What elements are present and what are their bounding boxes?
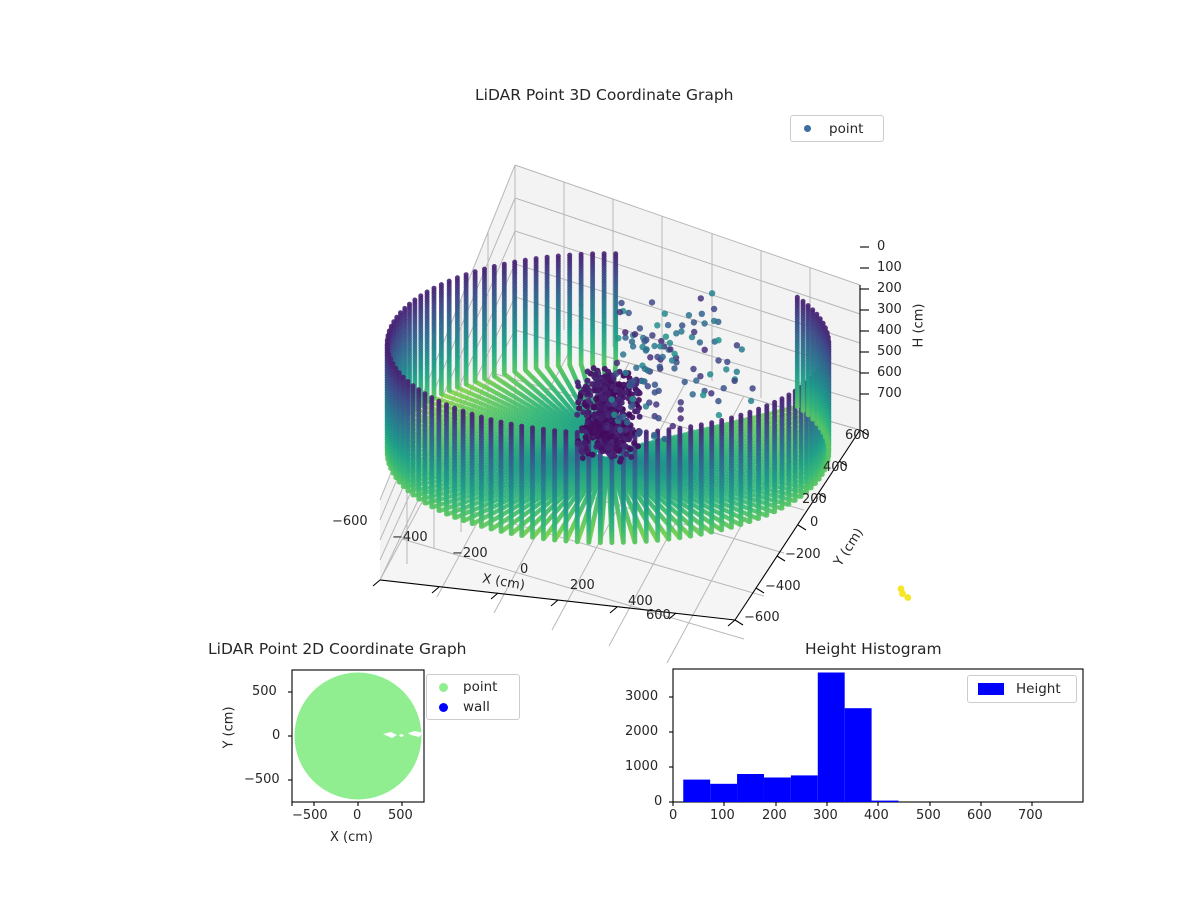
matplotlib-figure: LiDAR Point 3D Coordinate Graph point <box>0 0 1200 900</box>
plot3d-panel: LiDAR Point 3D Coordinate Graph point <box>340 80 940 620</box>
